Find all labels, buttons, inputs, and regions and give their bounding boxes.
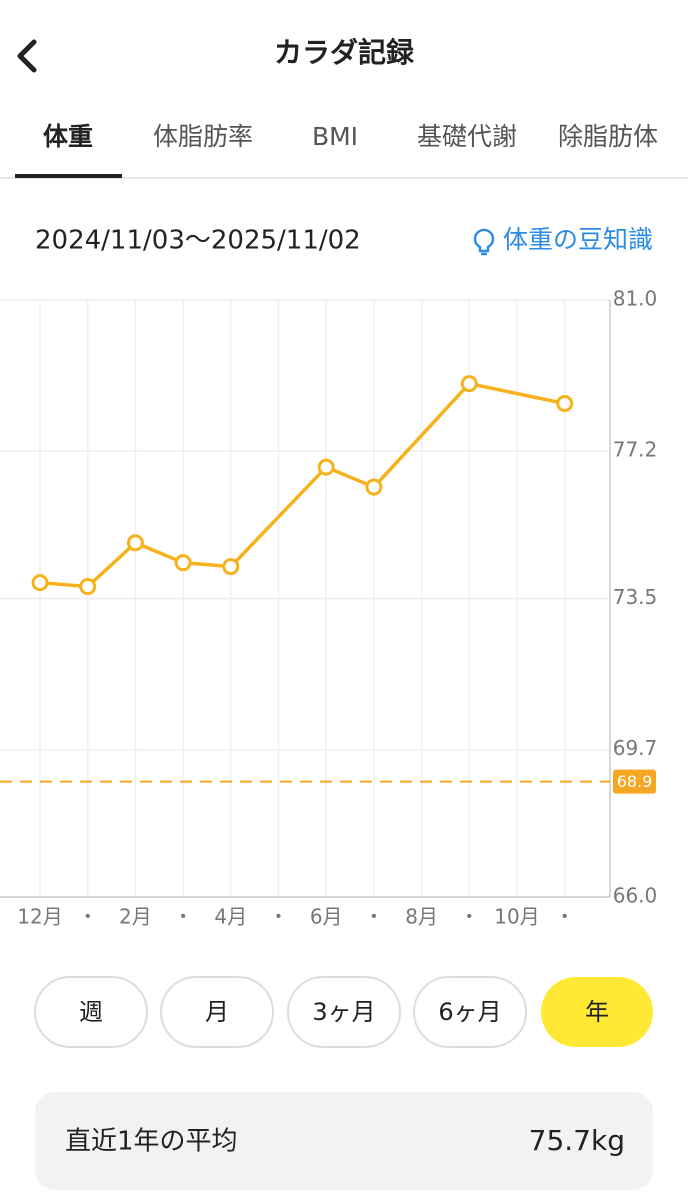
period-button[interactable] (160, 976, 274, 1048)
x-tick-label: 12月 (17, 905, 62, 929)
period-label[interactable]: 6ヶ月 (438, 998, 501, 1026)
period-button[interactable] (541, 977, 653, 1047)
period-label[interactable]: 週 (79, 998, 103, 1026)
tab[interactable]: 除脂肪体 (558, 122, 658, 151)
reference-label: 68.9 (617, 772, 653, 791)
y-tick-label: 77.2 (613, 438, 658, 462)
tip-link[interactable]: 体重の豆知識 (473, 225, 653, 256)
tab[interactable]: 基礎代謝 (417, 122, 517, 151)
back-button[interactable] (17, 39, 37, 73)
tab[interactable]: 体脂肪率 (153, 122, 253, 151)
x-tick-label: 6月 (310, 905, 343, 929)
x-tick-label: ・ (459, 905, 479, 929)
data-point (460, 375, 478, 393)
period-button[interactable] (34, 976, 148, 1048)
weight-line (39, 381, 566, 589)
x-tick-label: 2月 (119, 905, 152, 929)
x-tick-label: ・ (78, 905, 98, 929)
data-point (222, 558, 240, 576)
data-point (317, 458, 335, 476)
summary-card (35, 1092, 653, 1190)
period-label[interactable]: 月 (205, 998, 229, 1026)
data-point (556, 394, 574, 412)
tab-indicator (15, 174, 122, 178)
period-button[interactable] (413, 976, 527, 1048)
period-label[interactable]: 3ヶ月 (312, 998, 375, 1026)
period-label[interactable]: 年 (585, 998, 609, 1026)
x-tick-label: ・ (555, 905, 575, 929)
data-point (31, 574, 49, 592)
reference-badge (613, 769, 656, 794)
x-tick-label: ・ (364, 905, 384, 929)
date-range: 2024/11/03〜2025/11/02 (35, 226, 361, 256)
period-button[interactable] (287, 976, 401, 1048)
y-tick-label: 69.7 (613, 736, 658, 760)
bulb-icon (473, 228, 495, 256)
summary-label: 直近1年の平均 (65, 1127, 238, 1157)
y-tick-label: 66.0 (613, 884, 658, 908)
x-tick-label: ・ (173, 905, 193, 929)
data-point (79, 578, 97, 596)
y-tick-label: 81.0 (613, 287, 658, 311)
x-tick-label: ・ (269, 905, 289, 929)
data-point (365, 478, 383, 496)
y-tick-label: 73.5 (613, 585, 658, 609)
data-point (174, 554, 192, 572)
x-tick-label: 8月 (405, 905, 438, 929)
x-tick-label: 10月 (494, 905, 539, 929)
tab[interactable]: BMI (312, 122, 358, 151)
x-tick-label: 4月 (214, 905, 247, 929)
page-title: カラダ記録 (274, 36, 415, 69)
summary-value: 75.7kg (529, 1124, 625, 1157)
data-point (126, 534, 144, 552)
tab[interactable]: 体重 (43, 122, 93, 151)
tip-text[interactable]: 体重の豆知識 (503, 225, 653, 254)
